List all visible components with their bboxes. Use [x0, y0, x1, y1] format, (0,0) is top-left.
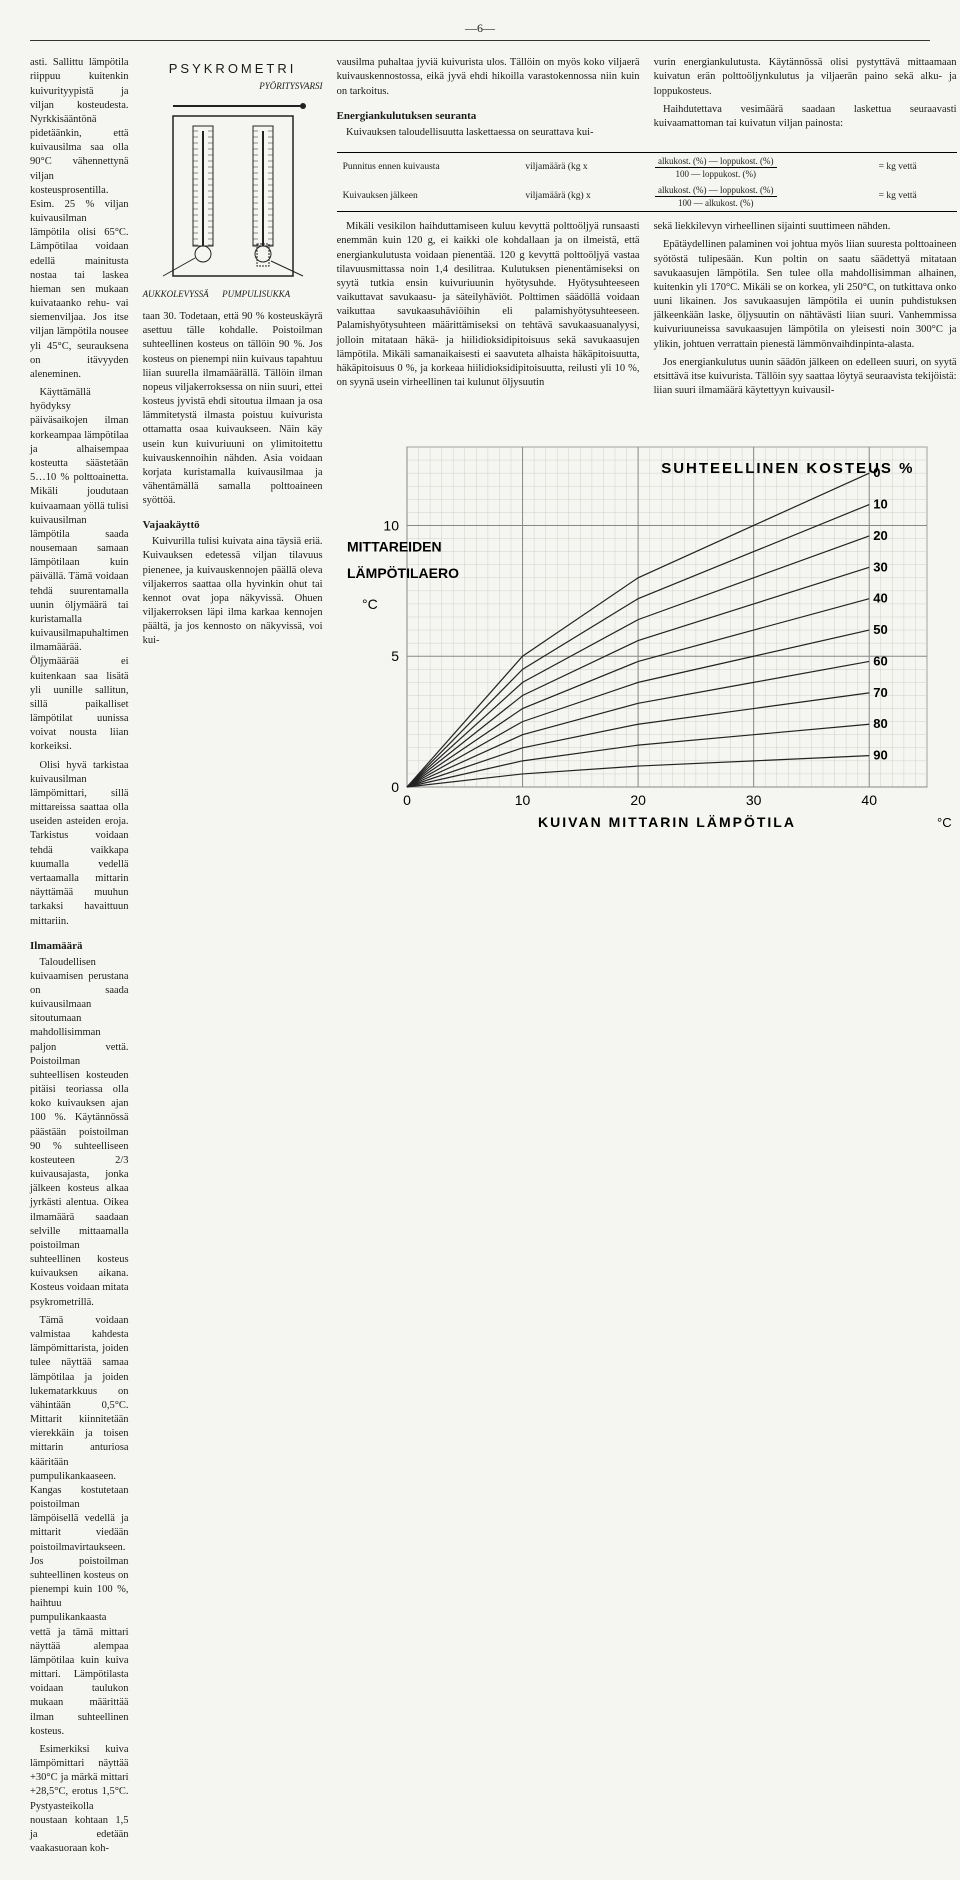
c4-p1: vurin energiankulutusta. Käytännössä oli…	[654, 56, 957, 99]
svg-text:80: 80	[873, 717, 887, 732]
svg-text:40: 40	[861, 792, 877, 808]
c4-p3: sekä liekkilevyn virheellinen sijainti s…	[654, 220, 957, 234]
f-r1-var: viljamäärä (kg x	[519, 152, 649, 182]
c2-p1: taan 30. Todetaan, että 90 % kosteuskäyr…	[143, 310, 323, 508]
svg-text:90: 90	[873, 748, 887, 763]
page-number: —6—	[30, 20, 930, 41]
svg-text:MITTAREIDEN: MITTAREIDEN	[347, 539, 442, 555]
c3-h1: Energiankulutuksen seuranta	[337, 109, 640, 124]
psychrometer-svg	[143, 96, 323, 286]
svg-text:°C: °C	[937, 815, 952, 830]
c1-p5: Tämä voidaan valmistaa kahdesta lämpömit…	[30, 1314, 129, 1739]
f-r2-eq: = kg vettä	[873, 182, 957, 212]
c1-h1: Ilmamäärä	[30, 939, 129, 954]
f-r2-num: alkukost. (%) — loppukost. (%)	[655, 184, 776, 197]
svg-text:20: 20	[630, 792, 646, 808]
f-r2-label: Kuivauksen jälkeen	[337, 182, 520, 212]
svg-text:30: 30	[873, 560, 887, 575]
c1-p6: Esimerkiksi kuiva lämpömittari näyttää +…	[30, 1743, 129, 1856]
chart-svg: 01020304005100102030405060708090SUHTEELL…	[337, 417, 957, 837]
c1-p4: Taloudellisen kuivaamisen perustana on s…	[30, 956, 129, 1310]
c3-p2: Kuivauksen taloudellisuutta laskettaessa…	[337, 126, 640, 140]
c3-p3: Mikäli vesikilon haihduttamiseen kuluu k…	[337, 220, 640, 390]
c2-h1: Vajaakäyttö	[143, 518, 323, 533]
f-r2-den: 100 — alkukost. (%)	[655, 197, 776, 209]
f-r1-den: 100 — loppukost. (%)	[655, 168, 776, 180]
f-r1-eq: = kg vettä	[873, 152, 957, 182]
svg-text:°C: °C	[362, 596, 378, 612]
f-r2-frac: alkukost. (%) — loppukost. (%) 100 — alk…	[655, 184, 776, 209]
svg-text:0: 0	[391, 779, 399, 795]
c1-p1: asti. Sallittu lämpötila riippuu kuitenk…	[30, 56, 129, 382]
caption-right: PUMPULISUKKA	[222, 289, 290, 299]
f-r1-label: Punnitus ennen kuivausta	[337, 152, 520, 182]
formula-table: Punnitus ennen kuivausta viljamäärä (kg …	[337, 152, 957, 213]
svg-text:10: 10	[873, 497, 887, 512]
f-r1-num: alkukost. (%) — loppukost. (%)	[655, 155, 776, 168]
diagram-caption: AUKKOLEVYSSÄ PUMPULISUKKA	[143, 288, 323, 300]
caption-left: AUKKOLEVYSSÄ	[143, 289, 209, 299]
svg-text:0: 0	[403, 792, 411, 808]
svg-text:50: 50	[873, 622, 887, 637]
c2-p2: Kuivurilla tulisi kuivata aina täysiä er…	[143, 535, 323, 648]
svg-text:60: 60	[873, 654, 887, 669]
svg-text:5: 5	[391, 649, 399, 665]
svg-text:40: 40	[873, 591, 887, 606]
humidity-chart: 01020304005100102030405060708090SUHTEELL…	[337, 417, 957, 837]
column-3-4: vausilma puhaltaa jyviä kuivurista ulos.…	[337, 56, 957, 1860]
c4-p4: Epätäydellinen palaminen voi johtua myös…	[654, 238, 957, 351]
diagram-sub: PYÖRITYSVARSI	[143, 80, 323, 92]
c1-p3: Olisi hyvä tarkistaa kuivausilman lämpöm…	[30, 759, 129, 929]
svg-text:LÄMPÖTILAERO: LÄMPÖTILAERO	[347, 565, 459, 581]
svg-text:KUIVAN MITTARIN LÄMPÖTILA: KUIVAN MITTARIN LÄMPÖTILA	[538, 814, 796, 830]
f-r2-var: viljamäärä (kg) x	[519, 182, 649, 212]
svg-text:20: 20	[873, 528, 887, 543]
c4-p5: Jos energiankulutus uunin säädön jälkeen…	[654, 356, 957, 399]
column-2: PSYKROMETRI PYÖRITYSVARSI AUKKOLEVYSSÄ P…	[143, 56, 323, 1860]
svg-text:70: 70	[873, 685, 887, 700]
column-1: asti. Sallittu lämpötila riippuu kuitenk…	[30, 56, 129, 1860]
c4-p2: Haihdutettava vesimäärä saadaan laskettu…	[654, 103, 957, 131]
c3-p1: vausilma puhaltaa jyviä kuivurista ulos.…	[337, 56, 640, 99]
text-columns: asti. Sallittu lämpötila riippuu kuitenk…	[30, 56, 930, 1860]
diagram-title: PSYKROMETRI	[143, 60, 323, 78]
svg-text:30: 30	[745, 792, 761, 808]
psychrometer-diagram: PSYKROMETRI PYÖRITYSVARSI AUKKOLEVYSSÄ P…	[143, 60, 323, 300]
svg-text:SUHTEELLINEN KOSTEUS %: SUHTEELLINEN KOSTEUS %	[661, 460, 914, 477]
f-r1-frac: alkukost. (%) — loppukost. (%) 100 — lop…	[655, 155, 776, 180]
svg-text:10: 10	[383, 518, 399, 534]
svg-text:10: 10	[514, 792, 530, 808]
c1-p2: Käyttämällä hyödyksy päiväsaikojen ilman…	[30, 386, 129, 754]
